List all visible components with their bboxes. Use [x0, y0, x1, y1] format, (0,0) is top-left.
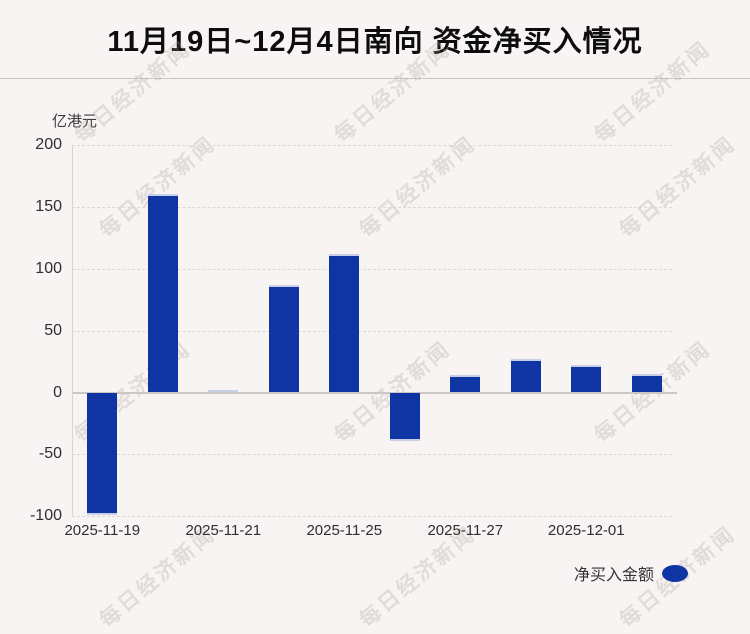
y-axis-tick-label: 150: [35, 197, 62, 215]
y-axis-tick-label: 50: [44, 321, 62, 339]
h-gridline: [72, 330, 672, 332]
x-axis-tick-label: 2025-11-21: [185, 522, 262, 539]
bar-2025-12-01: [571, 365, 602, 393]
bar-index-3: [268, 284, 299, 393]
h-gridline: [72, 144, 672, 146]
bar-index-1: [147, 194, 178, 393]
y-axis-tick-label: 0: [53, 383, 62, 401]
y-axis-tick-label: -50: [38, 445, 62, 463]
bar-index-5: [389, 392, 420, 441]
h-gridline: [72, 516, 672, 518]
x-axis-tick-label: 2025-11-27: [427, 522, 504, 539]
legend: 净买入金额: [574, 561, 688, 585]
x-axis-tick-label: 2025-11-19: [64, 522, 141, 539]
y-axis-unit-label: 亿港元: [52, 113, 98, 130]
h-gridline: [72, 454, 672, 456]
h-gridline: [72, 206, 672, 208]
bar-index-9: [631, 373, 662, 393]
title-divider: [0, 78, 750, 79]
legend-marker-icon: [662, 564, 688, 582]
y-axis-tick-label: -100: [29, 507, 62, 525]
chart-title: 11月19日~12月4日南向 资金净买入情况: [107, 26, 643, 58]
x-axis-tick-label: 2025-12-01: [547, 522, 625, 539]
y-axis-line: [72, 144, 73, 517]
x-axis-zero-line: [72, 391, 677, 394]
bar-2025-11-25: [329, 253, 360, 393]
bar-index-7: [510, 359, 541, 393]
x-axis-tick-label: 2025-11-25: [306, 522, 383, 539]
h-gridline: [72, 268, 672, 270]
y-axis-tick-label: 200: [35, 135, 62, 153]
bar-2025-11-27: [450, 375, 481, 393]
bar-2025-11-19: [87, 392, 118, 516]
y-axis-tick-label: 100: [35, 259, 62, 277]
legend-label: 净买入金额: [573, 567, 654, 584]
bar-2025-11-21: [208, 390, 239, 393]
